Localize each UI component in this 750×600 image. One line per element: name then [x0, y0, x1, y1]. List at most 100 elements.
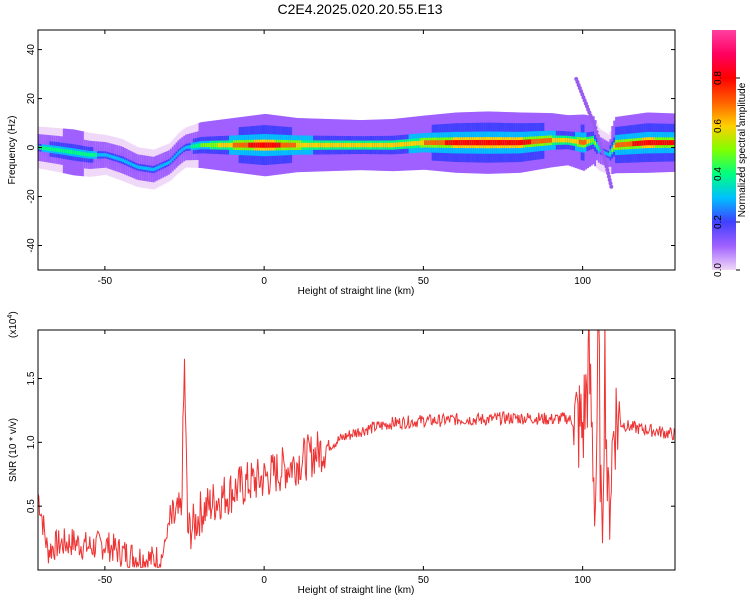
heatmap-cell — [158, 165, 161, 169]
heatmap-branch-point — [580, 92, 585, 97]
heatmap-cell — [185, 145, 188, 150]
heatmap-branch-point — [575, 80, 580, 85]
heatmap-cell — [139, 165, 142, 170]
heatmap-cell — [343, 142, 347, 148]
heatmap-cell — [433, 140, 437, 146]
heatmap-cell — [55, 147, 58, 152]
heatmap-cell — [552, 137, 555, 143]
heatmap-cell — [154, 167, 158, 171]
heatmap-cell — [284, 142, 288, 148]
heatmap-cell — [626, 141, 630, 147]
heatmap-cell — [60, 148, 64, 153]
heatmap-branch-point — [581, 95, 586, 100]
heatmap-cell — [391, 142, 395, 148]
heatmap-cell — [307, 142, 310, 148]
heatmap-cell — [410, 141, 414, 146]
heatmap-cell — [223, 142, 226, 148]
heatmap-cell — [347, 142, 351, 148]
heatmap-cell — [59, 148, 62, 153]
heatmap-cell — [299, 142, 303, 148]
heatmap-cell — [167, 160, 171, 165]
heatmap-cell — [450, 140, 454, 146]
heatmap-cell — [492, 139, 496, 146]
heatmap-cell — [668, 140, 672, 146]
heatmap-cell — [108, 154, 112, 158]
heatmap-cell — [471, 140, 475, 146]
heatmap-branch-point — [599, 145, 604, 150]
heatmap-cell — [68, 149, 72, 154]
heatmap-cell — [204, 143, 207, 148]
colorbar: 0.0 0.2 0.4 0.6 0.8 Normalized spectral ampl… — [712, 30, 748, 277]
heatmap-cell — [536, 138, 540, 144]
heatmap-cell — [381, 142, 385, 148]
heatmap-cell — [519, 140, 523, 146]
y-tick-label: 1.5 — [26, 371, 37, 385]
heatmap-cell — [269, 142, 272, 148]
heatmap-cell — [588, 138, 591, 144]
snr-multiplier-label: (x104) — [7, 311, 19, 338]
heatmap-cell — [427, 140, 431, 146]
heatmap-cell — [649, 140, 653, 146]
heatmap-cell — [87, 152, 91, 157]
heatmap-cell — [515, 140, 519, 146]
heatmap-cell — [359, 142, 362, 148]
heatmap-branch-point — [587, 110, 592, 115]
heatmap-branch-point — [592, 122, 597, 127]
heatmap-cell — [131, 163, 135, 167]
heatmap-cell — [383, 142, 387, 148]
heatmap-cell — [466, 140, 469, 146]
heatmap-cell — [613, 144, 616, 150]
heatmap-cell — [164, 162, 167, 166]
heatmap-cell — [401, 142, 404, 147]
heatmap-cell — [567, 138, 570, 143]
heatmap-cell — [101, 153, 104, 157]
heatmap-cell — [467, 140, 471, 146]
heatmap-cell — [135, 164, 138, 169]
heatmap-cell — [305, 142, 309, 148]
heatmap-cell — [393, 142, 396, 148]
heatmap-cell — [645, 140, 649, 146]
heatmap-cell — [200, 143, 203, 148]
heatmap-cell — [232, 142, 236, 148]
heatmap-cell — [127, 161, 131, 165]
heatmap-cell — [146, 167, 150, 171]
heatmap-cell — [630, 141, 633, 147]
heatmap-cell — [326, 142, 330, 148]
heatmap-cell — [523, 139, 526, 145]
heatmap-cell — [106, 153, 110, 158]
heatmap-cell — [53, 147, 56, 152]
heatmap-cell — [477, 140, 481, 146]
heatmap-cell — [248, 142, 251, 148]
heatmap-cell — [576, 139, 580, 145]
x-tick-label: 0 — [261, 575, 267, 586]
colorbar-label: Normalized spectral amplitude — [737, 82, 748, 217]
heatmap-cell — [574, 139, 578, 144]
heatmap-cell — [303, 142, 307, 148]
heatmap-cell — [636, 140, 639, 146]
heatmap-cell — [209, 143, 213, 148]
heatmap-cell — [102, 153, 106, 157]
heatmap-cell — [240, 142, 244, 148]
heatmap-cell — [424, 140, 427, 145]
heatmap-cell — [557, 137, 561, 143]
heatmap-cell — [380, 142, 383, 148]
heatmap-cell — [116, 156, 119, 161]
heatmap-cell — [190, 144, 194, 149]
heatmap-cell — [416, 140, 419, 146]
heatmap-cell — [479, 139, 482, 146]
heatmap-cell — [278, 142, 282, 148]
heatmap-cell — [213, 142, 217, 148]
heatmap-cell — [339, 142, 343, 148]
heatmap-cell — [624, 141, 628, 147]
heatmap-cell — [47, 146, 51, 151]
heatmap-cell — [662, 140, 666, 146]
spectrogram-x-ticks: -50 0 50 100 — [98, 30, 591, 287]
x-tick-label: 100 — [574, 575, 591, 586]
heatmap-cell — [653, 140, 656, 146]
heatmap-branch-point — [596, 137, 601, 142]
heatmap-branch-point — [604, 164, 609, 169]
heatmap-cell — [125, 160, 129, 164]
x-tick-label: 100 — [574, 276, 591, 287]
heatmap-cell — [532, 139, 536, 145]
heatmap-cell — [196, 143, 200, 148]
